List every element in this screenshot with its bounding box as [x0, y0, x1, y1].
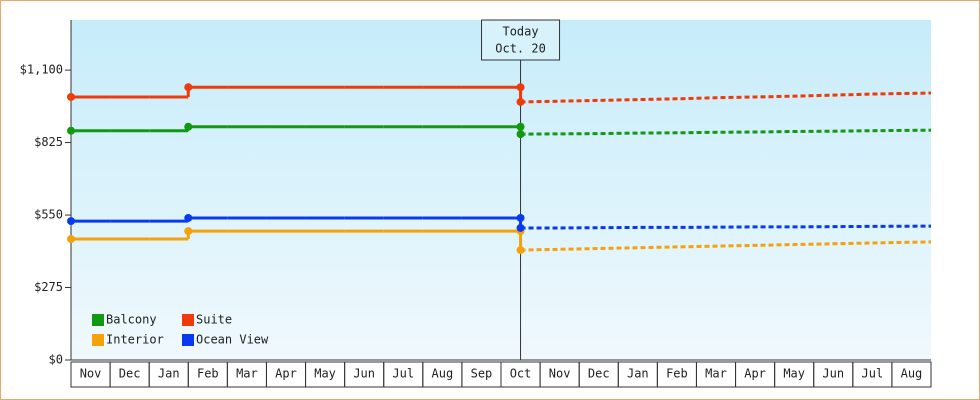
x-tick-label: Sep — [471, 367, 493, 381]
legend-label: Balcony — [106, 313, 157, 327]
y-tick-label: $275 — [34, 280, 63, 294]
x-tick-label: May — [783, 367, 805, 381]
forecast-line — [520, 128, 932, 136]
plot-area — [71, 20, 931, 360]
today-label: Today — [502, 25, 538, 39]
x-tick-label: Apr — [744, 367, 766, 381]
legend-label: Ocean View — [196, 333, 269, 347]
y-tick-label: $0 — [49, 353, 63, 367]
legend-swatch — [92, 334, 104, 346]
x-tick-label: Nov — [549, 367, 571, 381]
legend-swatch — [182, 314, 194, 326]
point — [516, 130, 525, 139]
forecast-line — [520, 240, 932, 252]
legend-swatch — [182, 334, 194, 346]
x-tick-label: Aug — [432, 367, 454, 381]
x-tick-label: Feb — [666, 367, 688, 381]
y-tick-label: $550 — [34, 208, 63, 222]
x-tick-label: Dec — [119, 367, 141, 381]
legend-swatch — [92, 314, 104, 326]
x-tick-label: Feb — [197, 367, 219, 381]
forecast-line — [520, 224, 932, 230]
x-tick-label: Jun — [353, 367, 375, 381]
point — [516, 246, 525, 255]
x-tick-label: Jul — [862, 367, 884, 381]
x-tick-label: Jun — [822, 367, 844, 381]
legend-label: Interior — [106, 333, 164, 347]
y-tick-label: $825 — [34, 135, 63, 149]
x-tick-label: Jan — [158, 367, 180, 381]
x-category-box — [891, 361, 932, 388]
x-tick-label: Dec — [588, 367, 610, 381]
x-tick-label: May — [314, 367, 336, 381]
x-tick-label: Apr — [275, 367, 297, 381]
forecast-line — [520, 91, 932, 104]
point — [516, 97, 525, 106]
point — [516, 223, 525, 232]
x-tick-label: Jul — [392, 367, 414, 381]
x-tick-label: Oct — [510, 367, 532, 381]
x-tick-label: Mar — [236, 367, 258, 381]
today-label: Oct. 20 — [495, 42, 546, 56]
y-tick-label: $1,100 — [20, 63, 63, 77]
x-tick-label: Jan — [627, 367, 649, 381]
x-tick-label: Nov — [80, 367, 102, 381]
today-box — [481, 19, 561, 61]
x-tick-label: Aug — [901, 367, 923, 381]
legend-label: Suite — [196, 313, 232, 327]
x-tick-label: Mar — [705, 367, 727, 381]
